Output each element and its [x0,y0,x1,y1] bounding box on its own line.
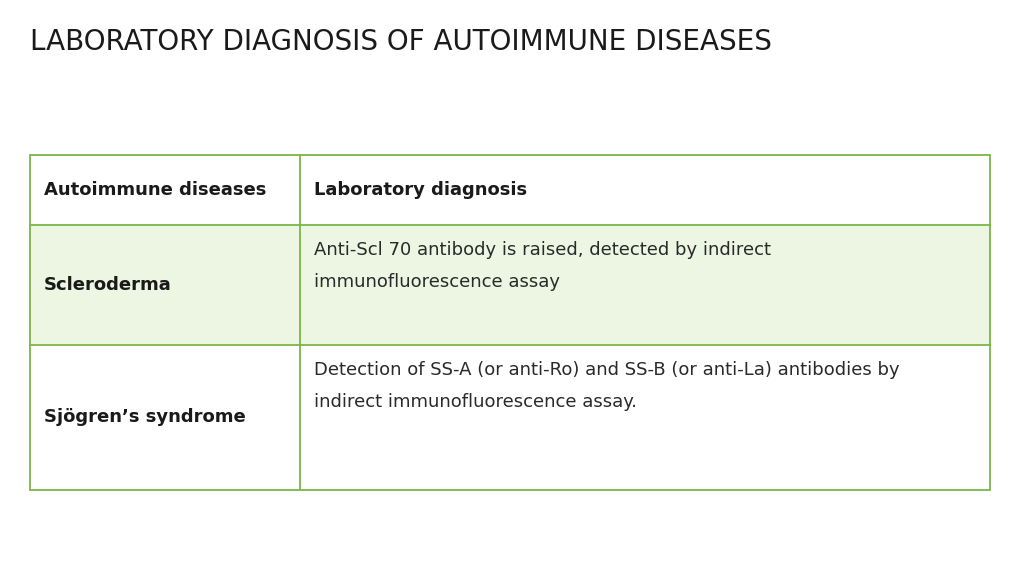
Bar [30,155,990,225]
Text: Autoimmune diseases: Autoimmune diseases [44,181,266,199]
Text: Scleroderma: Scleroderma [44,276,172,294]
Text: Sjögren’s syndrome: Sjögren’s syndrome [44,408,246,426]
Bar [30,155,990,490]
Bar [30,345,990,490]
Text: LABORATORY DIAGNOSIS OF AUTOIMMUNE DISEASES: LABORATORY DIAGNOSIS OF AUTOIMMUNE DISEA… [30,28,772,56]
Text: Detection of SS-A (or anti-Ro) and SS-B (or anti-La) antibodies by
indirect immu: Detection of SS-A (or anti-Ro) and SS-B … [314,361,900,411]
Text: Anti-Scl 70 antibody is raised, detected by indirect
immunofluorescence assay: Anti-Scl 70 antibody is raised, detected… [314,241,771,291]
Bar [30,225,990,345]
Text: Laboratory diagnosis: Laboratory diagnosis [314,181,527,199]
